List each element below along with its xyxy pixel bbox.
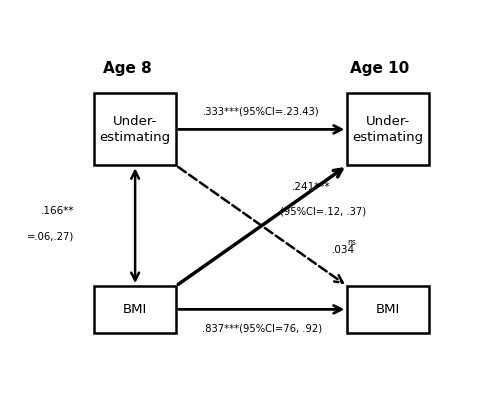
Text: Age 10: Age 10 [350, 61, 409, 76]
FancyBboxPatch shape [94, 286, 176, 333]
Text: BMI: BMI [123, 303, 147, 316]
Text: BMI: BMI [376, 303, 400, 316]
Text: .241***: .241*** [292, 182, 331, 192]
Text: =.06,.27): =.06,.27) [27, 231, 74, 241]
Text: (95%CI=.12, .37): (95%CI=.12, .37) [280, 207, 366, 217]
Text: ns: ns [347, 238, 356, 247]
Text: .166**: .166** [40, 206, 74, 216]
Text: .333***(95%CI=.23.43): .333***(95%CI=.23.43) [204, 107, 320, 117]
FancyBboxPatch shape [347, 93, 429, 165]
FancyBboxPatch shape [347, 286, 429, 333]
Text: .034: .034 [332, 245, 355, 255]
Text: Under-
estimating: Under- estimating [99, 115, 171, 144]
Text: .837***(95%CI=76, .92): .837***(95%CI=76, .92) [202, 324, 322, 334]
Text: Under-
estimating: Under- estimating [352, 115, 424, 144]
Text: Age 8: Age 8 [103, 61, 151, 76]
FancyBboxPatch shape [94, 93, 176, 165]
